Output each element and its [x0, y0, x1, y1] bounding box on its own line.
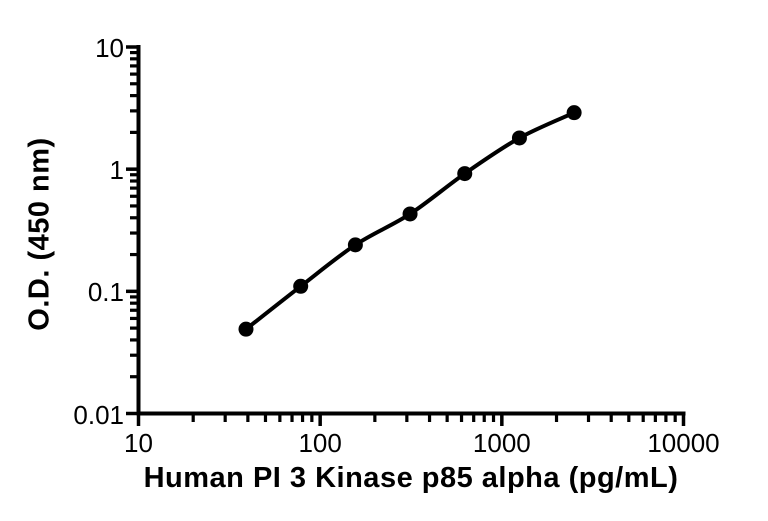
data-point-marker — [293, 278, 309, 294]
y-axis-title: O.D. (450 nm) — [23, 137, 56, 331]
data-point-marker — [402, 206, 418, 222]
data-point-marker — [566, 105, 582, 121]
data-point-marker — [347, 237, 363, 253]
axis-spines — [136, 45, 686, 416]
data-point-marker — [511, 130, 527, 146]
x-axis-title: Human PI 3 Kinase p85 alpha (pg/mL) — [143, 462, 679, 494]
data-point-marker — [238, 321, 254, 337]
data-point-marker — [457, 166, 473, 182]
